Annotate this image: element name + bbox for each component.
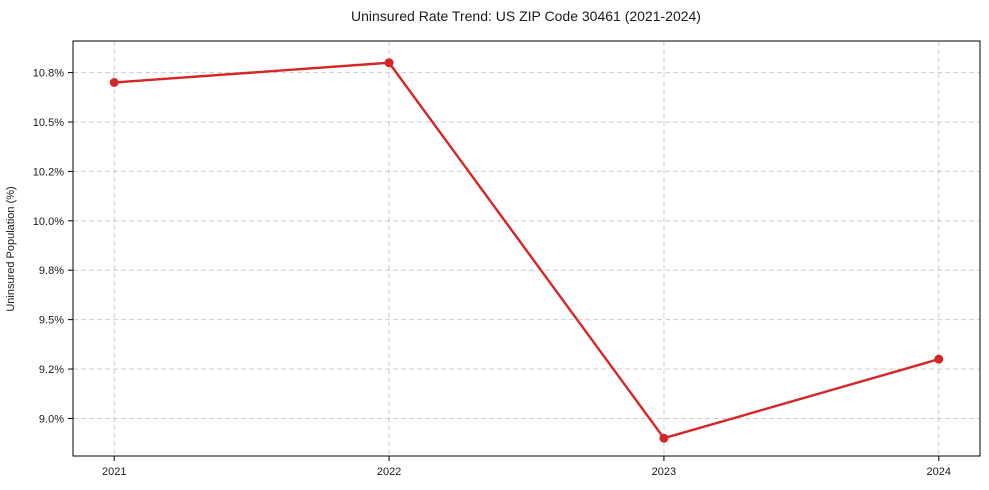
y-tick-label: 9.2% [39,364,64,376]
x-tick-label: 2022 [377,466,401,478]
axes-border [72,40,981,457]
x-tick-label: 2024 [927,466,951,478]
y-tick-label: 9.8% [39,265,64,277]
data-point-2022 [384,58,394,68]
chart-title: Uninsured Rate Trend: US ZIP Code 30461 … [351,8,701,24]
y-axis-label: Uninsured Population (%) [5,186,17,311]
y-tick-label: 9.5% [39,315,64,327]
y-tick-label: 10.8% [33,68,64,80]
trend-line [113,61,940,440]
data-point-2023 [659,433,669,443]
data-point-2021 [109,78,119,87]
y-tick-label: 10.0% [33,216,64,228]
y-tick-label: 10.2% [33,166,64,178]
y-tick-label: 10.5% [33,117,64,129]
x-tick-label: 2023 [652,466,676,478]
x-tick-label: 2021 [102,466,126,478]
y-tick-label: 9.0% [39,413,64,425]
data-point-2024 [934,354,944,364]
